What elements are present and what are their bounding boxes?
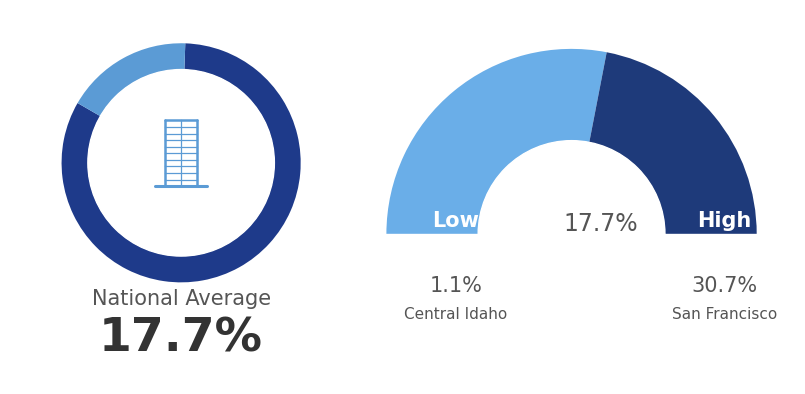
Text: Low: Low (432, 211, 479, 231)
Text: San Francisco: San Francisco (672, 307, 777, 322)
Circle shape (88, 70, 275, 256)
Text: 30.7%: 30.7% (691, 275, 758, 296)
Text: National Average: National Average (92, 289, 270, 309)
Wedge shape (61, 43, 301, 282)
Text: 1.1%: 1.1% (429, 275, 482, 296)
Bar (478, 234, 665, 366)
Text: High: High (697, 211, 752, 231)
Text: Central Idaho: Central Idaho (404, 307, 507, 322)
Wedge shape (386, 49, 607, 234)
Circle shape (478, 141, 665, 327)
Text: 17.7%: 17.7% (99, 316, 263, 361)
Wedge shape (589, 52, 757, 234)
Bar (330, 234, 805, 366)
Text: 17.7%: 17.7% (564, 212, 638, 236)
Wedge shape (77, 43, 185, 116)
